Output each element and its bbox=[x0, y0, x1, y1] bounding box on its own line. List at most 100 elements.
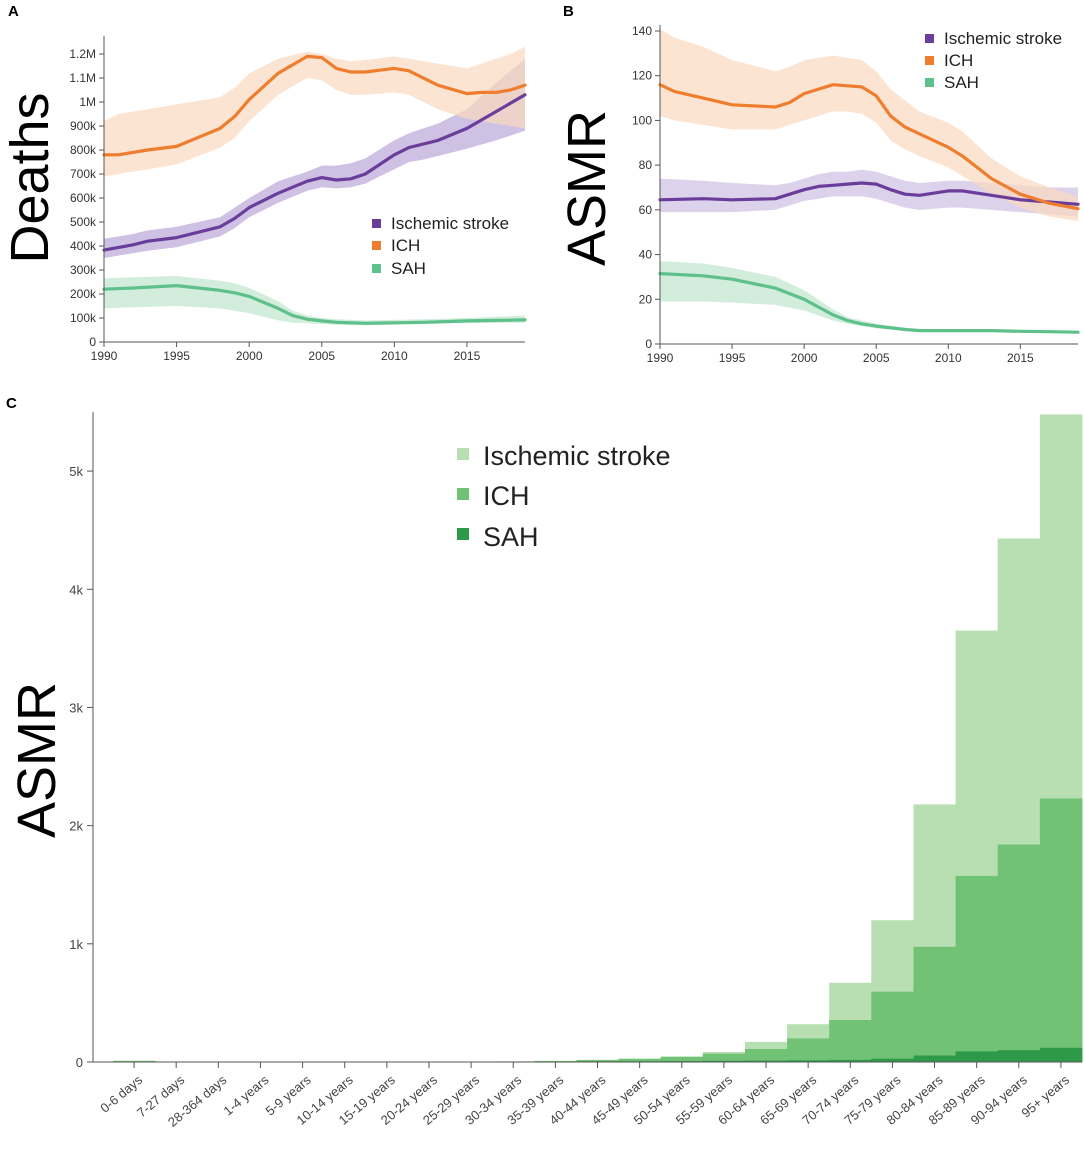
bar-ich-0-6-days bbox=[113, 1060, 156, 1062]
bar-ich-60-64-years bbox=[745, 1049, 788, 1062]
panel-b-bands bbox=[660, 28, 1078, 334]
panel-b-legend: Ischemic stroke ICH SAH bbox=[925, 29, 1062, 92]
x-tick-label: 2015 bbox=[454, 349, 481, 363]
panel-c-bars bbox=[113, 414, 1083, 1062]
y-tick-label: 900k bbox=[70, 119, 97, 133]
bar-sah-60-64-years bbox=[745, 1060, 788, 1062]
bar-ich-70-74-years bbox=[829, 1020, 872, 1062]
panel-b-axes: 0 20 40 60 80 100 120 140 1990 1995 2000 2005 2010 20… bbox=[632, 24, 1078, 365]
bar-ich-40-44-years bbox=[576, 1059, 619, 1062]
panel-b-letter: B bbox=[563, 3, 574, 20]
panel-a-letter: A bbox=[8, 3, 19, 20]
y-tick-label: 500k bbox=[70, 215, 97, 229]
legend-swatch-ischemic bbox=[372, 219, 381, 228]
y-tick-label: 600k bbox=[70, 191, 97, 205]
legend-label-ischemic: Ischemic stroke bbox=[944, 29, 1062, 48]
y-tick-label: 60 bbox=[639, 203, 653, 217]
series-line-ich bbox=[658, 83, 1080, 211]
y-tick-label: 0 bbox=[76, 1055, 83, 1070]
y-tick-label: 20 bbox=[639, 292, 653, 306]
legend-label-ich: ICH bbox=[483, 481, 530, 511]
bar-ich-95-years bbox=[1039, 798, 1083, 1062]
x-tick-label: 2010 bbox=[935, 351, 962, 365]
x-tick-label: 1990 bbox=[647, 351, 674, 365]
y-tick-label: 140 bbox=[632, 24, 652, 38]
y-tick-label: 1.1M bbox=[69, 71, 96, 85]
bar-ich-75-79-years bbox=[871, 991, 914, 1062]
y-tick-label: 1M bbox=[79, 95, 96, 109]
series-line-sah bbox=[658, 272, 1080, 334]
bar-ich-55-59-years bbox=[702, 1053, 746, 1062]
panel-a-legend: Ischemic stroke ICH SAH bbox=[372, 214, 509, 278]
legend-swatch-sah bbox=[925, 78, 934, 87]
series-line-ischemic-stroke bbox=[102, 93, 527, 252]
y-tick-label: 5k bbox=[69, 464, 83, 479]
legend-swatch-ischemic bbox=[925, 34, 934, 43]
panel-a-lines bbox=[102, 54, 527, 325]
y-tick-label: 120 bbox=[632, 69, 652, 83]
legend-swatch-ischemic bbox=[457, 448, 469, 460]
bar-ich-90-94-years bbox=[997, 844, 1041, 1062]
bar-sah-95-years bbox=[1039, 1047, 1083, 1062]
y-tick-label: 800k bbox=[70, 143, 97, 157]
legend-label-sah: SAH bbox=[391, 259, 426, 278]
legend-label-ischemic: Ischemic stroke bbox=[391, 214, 509, 233]
legend-label-sah: SAH bbox=[483, 522, 539, 552]
bar-ich-45-49-years bbox=[618, 1058, 662, 1062]
x-tick-label: 1990 bbox=[91, 349, 118, 363]
y-tick-label: 700k bbox=[70, 167, 97, 181]
uncertainty-band-ischemic-stroke bbox=[660, 169, 1078, 217]
legend-label-ich: ICH bbox=[391, 236, 420, 255]
uncertainty-band-ischemic-stroke bbox=[104, 58, 525, 258]
x-tick-label: 95+ years bbox=[1018, 1072, 1072, 1121]
x-tick-label: 1995 bbox=[719, 351, 746, 365]
legend-label-sah: SAH bbox=[944, 73, 979, 92]
y-tick-label: 0 bbox=[89, 335, 96, 349]
series-line-ich bbox=[102, 54, 527, 157]
x-tick-label: 2000 bbox=[791, 351, 818, 365]
bar-sah-70-74-years bbox=[829, 1059, 872, 1062]
panel-c-letter: C bbox=[6, 395, 17, 412]
y-tick-label: 200k bbox=[70, 287, 97, 301]
bar-sah-75-79-years bbox=[871, 1058, 914, 1062]
panel-c-y-axis-title: ASMR bbox=[7, 682, 67, 838]
y-tick-label: 100k bbox=[70, 311, 97, 325]
x-tick-label: 2000 bbox=[236, 349, 263, 363]
uncertainty-band-ich bbox=[660, 28, 1078, 221]
panel-b-chart: 0 20 40 60 80 100 120 140 1990 1995 2000 2005 2010 20… bbox=[557, 24, 1080, 365]
panel-c-legend: Ischemic stroke ICH SAH bbox=[457, 441, 671, 552]
x-tick-label: 1995 bbox=[163, 349, 190, 363]
bar-sah-90-94-years bbox=[997, 1050, 1041, 1062]
uncertainty-band-sah bbox=[660, 261, 1078, 334]
panel-a-bands bbox=[104, 46, 525, 326]
x-tick-label: 2015 bbox=[1007, 351, 1034, 365]
panel-b-y-axis-title: ASMR bbox=[557, 110, 617, 266]
y-tick-label: 400k bbox=[70, 239, 97, 253]
legend-swatch-ich bbox=[457, 488, 469, 500]
y-tick-label: 3k bbox=[69, 700, 83, 715]
y-tick-label: 1k bbox=[69, 937, 83, 952]
bar-ich-85-89-years bbox=[955, 875, 999, 1062]
y-tick-label: 80 bbox=[639, 158, 653, 172]
x-tick-label: 2005 bbox=[863, 351, 890, 365]
legend-label-ich: ICH bbox=[944, 51, 973, 70]
y-tick-label: 4k bbox=[69, 582, 83, 597]
panel-b-lines bbox=[658, 83, 1080, 334]
y-tick-label: 40 bbox=[639, 248, 653, 262]
panel-a-chart: 0 100k 200k 300k 400k 500k 600k 700k 800k 900k 1M 1… bbox=[0, 36, 527, 363]
uncertainty-band-sah bbox=[104, 276, 525, 326]
legend-swatch-ich bbox=[372, 241, 381, 250]
y-tick-label: 0 bbox=[645, 337, 652, 351]
legend-swatch-ich bbox=[925, 56, 934, 65]
y-tick-label: 300k bbox=[70, 263, 97, 277]
y-tick-label: 2k bbox=[69, 819, 83, 834]
bar-ich-80-84-years bbox=[913, 946, 956, 1062]
series-line-ischemic-stroke bbox=[658, 181, 1080, 206]
bar-sah-55-59-years bbox=[702, 1060, 746, 1062]
x-tick-label: 2005 bbox=[308, 349, 335, 363]
legend-swatch-sah bbox=[372, 264, 381, 273]
legend-swatch-sah bbox=[457, 528, 469, 540]
bar-sah-85-89-years bbox=[955, 1051, 999, 1062]
